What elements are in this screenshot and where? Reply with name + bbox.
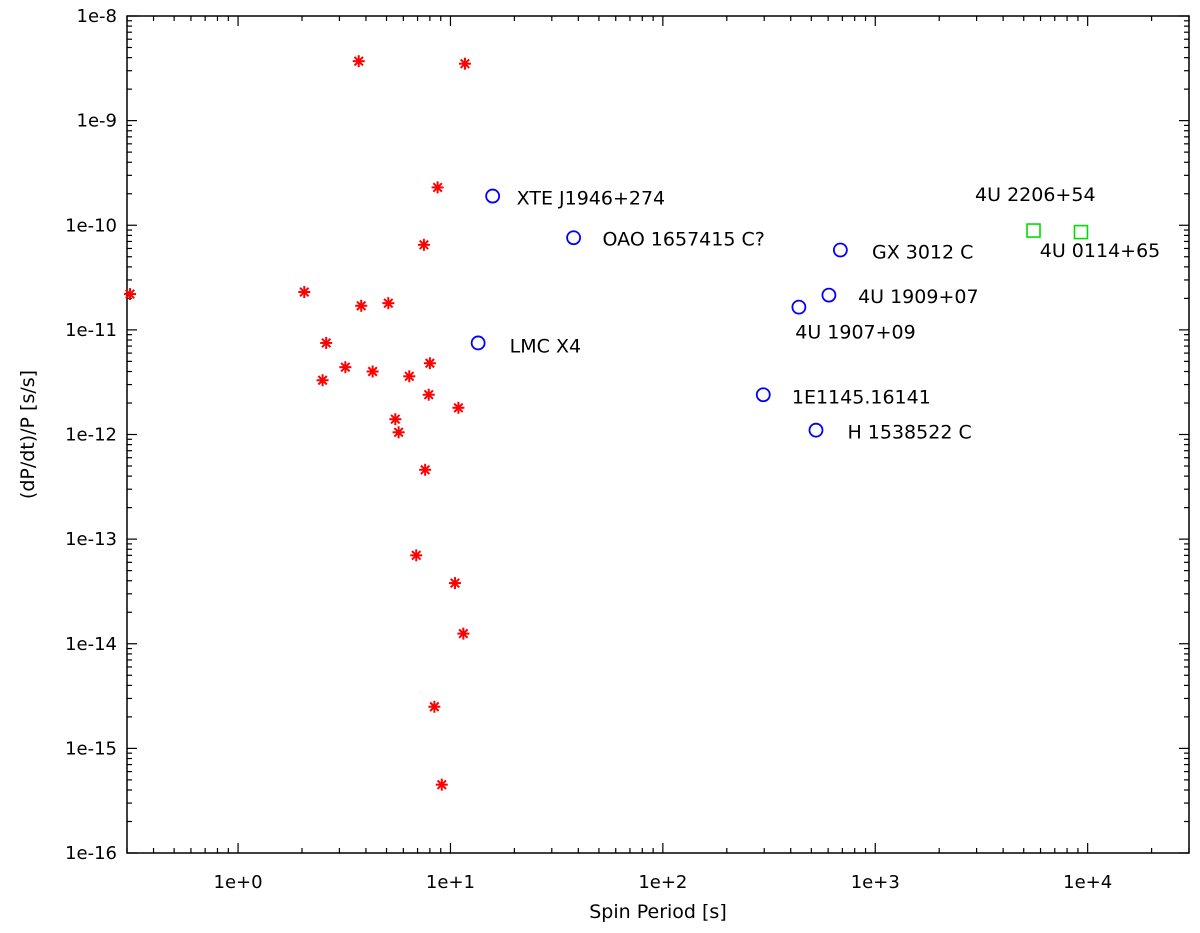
circle-point	[832, 242, 848, 258]
asterisk-point	[366, 365, 379, 378]
y-tick-label: 1e-8	[77, 6, 117, 27]
plot-frame-rect	[126, 15, 1190, 854]
x-tick-label: 1e+4	[1063, 872, 1112, 893]
point-label: H 1538522 C	[847, 421, 971, 443]
circle-point	[470, 335, 486, 351]
point-label: OAO 1657415 C?	[603, 228, 765, 250]
x-tick-label: 1e+0	[214, 872, 263, 893]
y-tick-label: 1e-13	[65, 529, 117, 550]
x-axis: 1e+0 1e+1 1e+2 1e+3 1e+4	[126, 16, 1190, 893]
asterisk-point	[403, 370, 416, 383]
point-label: 4U 1909+07	[858, 286, 979, 308]
y-tick-label: 1e-14	[65, 634, 117, 655]
asterisk-point	[457, 627, 470, 640]
point-label: 4U 2206+54	[975, 184, 1095, 206]
square-point	[1073, 224, 1089, 240]
asterisk-point	[352, 55, 365, 68]
asterisk-point	[428, 700, 441, 713]
asterisk-point	[431, 181, 444, 194]
y-tick-label: 1e-9	[77, 111, 117, 132]
square-point	[1026, 223, 1041, 238]
point-label: XTE J1946+274	[517, 187, 665, 209]
asterisk-point	[422, 388, 435, 401]
asterisk-point	[419, 463, 432, 476]
circle-point	[791, 299, 807, 315]
asterisk-point	[410, 549, 423, 562]
x-tick-label: 1e+1	[426, 872, 475, 893]
x-tick-label: 1e+2	[638, 872, 687, 893]
plot-frame	[126, 15, 1190, 854]
asterisk-point	[458, 57, 471, 70]
point-label: LMC X4	[510, 335, 581, 357]
circle-point	[808, 422, 824, 438]
asterisk-point	[298, 286, 311, 299]
asterisk-point	[452, 401, 465, 414]
circle-point	[566, 230, 582, 246]
point-annotations: XTE J1946+274 OAO 1657415 C? GX 3012 C 4U 2…	[510, 184, 1161, 444]
point-label: GX 3012 C	[872, 242, 973, 264]
point-label: 4U 0114+65	[1040, 240, 1161, 262]
x-axis-title: Spin Period [s]	[589, 901, 727, 923]
asterisk-point	[355, 299, 368, 312]
asterisk-point	[392, 426, 405, 439]
y-tick-label: 1e-10	[65, 215, 117, 236]
y-tick-label: 1e-11	[65, 320, 117, 341]
x-tick-label: 1e+3	[851, 872, 900, 893]
asterisk-point	[417, 238, 430, 251]
asterisk-point	[316, 374, 329, 387]
circle-point	[821, 287, 837, 303]
point-label: 1E1145.16141	[792, 387, 931, 409]
y-tick-label: 1e-12	[65, 425, 117, 446]
asterisk-point	[435, 778, 448, 791]
y-axis-title: (dP/dt)/P [s/s]	[17, 370, 39, 499]
y-tick-label: 1e-15	[65, 738, 117, 759]
asterisk-point	[389, 413, 402, 426]
circle-point	[485, 188, 501, 204]
asterisk-point	[124, 288, 137, 301]
data-points	[124, 55, 1089, 791]
y-axis: 1e-8 1e-9 1e-10 1e-11 1e-12 1e-13 1e-14 1e-15 1e…	[65, 6, 1189, 864]
y-tick-label: 1e-16	[65, 843, 117, 864]
asterisk-point	[339, 361, 352, 374]
circle-point	[755, 387, 771, 403]
asterisk-point	[382, 297, 395, 310]
asterisk-point	[320, 336, 333, 349]
point-label: 4U 1907+09	[795, 322, 916, 344]
asterisk-point	[423, 357, 436, 370]
asterisk-point	[448, 577, 461, 590]
